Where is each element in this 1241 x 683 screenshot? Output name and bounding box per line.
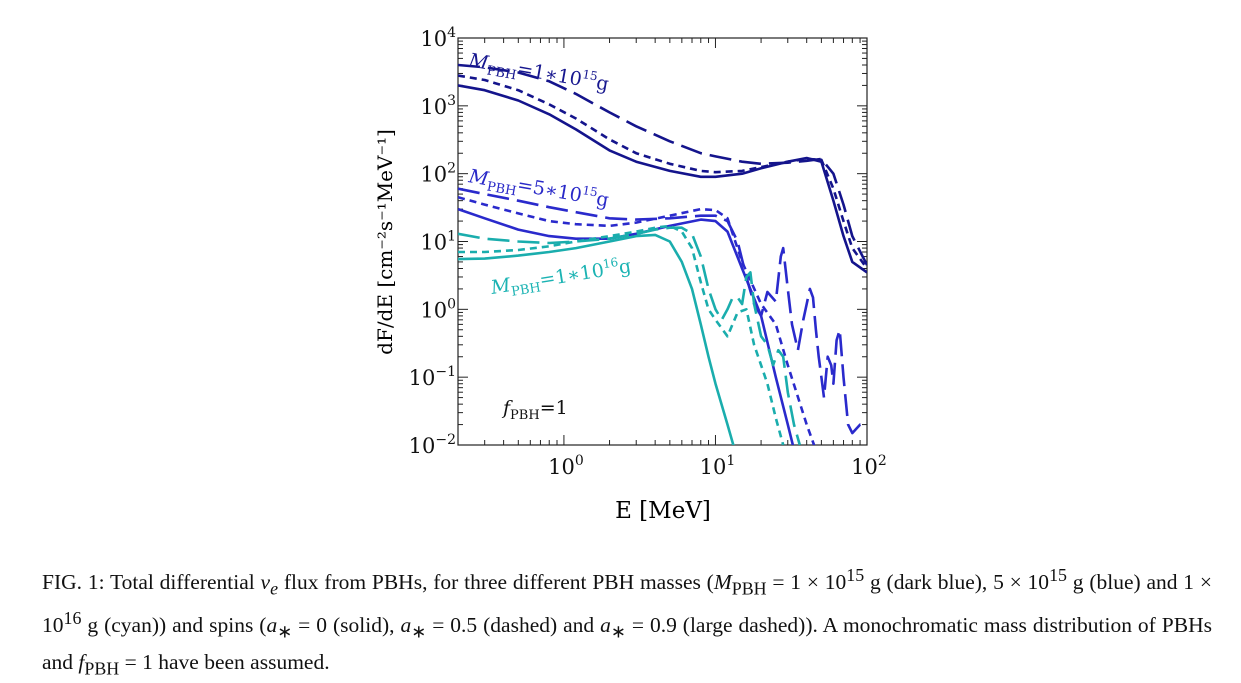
y-tick-label: 10−2 bbox=[409, 432, 456, 458]
x-axis-label: E [MeV] bbox=[615, 498, 711, 524]
series-line-1e15-dashed bbox=[458, 74, 867, 270]
x-tick-label: 101 bbox=[700, 453, 736, 479]
series-line-5e15-longdash bbox=[458, 187, 867, 435]
y-axis-label: dF/dE [cm⁻²s⁻¹MeV⁻¹] bbox=[373, 129, 397, 355]
series-line-5e15-solid bbox=[458, 207, 795, 445]
x-tick-label: 100 bbox=[548, 453, 584, 479]
series-line-1e16-longdash bbox=[458, 226, 802, 445]
figure-caption: FIG. 1: Total differential νe flux from … bbox=[42, 565, 1212, 679]
chart-figure: 100 101 102 10−2 10−1 100 101 102 103 104 E [MeV]… bbox=[373, 25, 887, 524]
y-tick-label: 100 bbox=[420, 296, 456, 322]
series-line-1e16-dashed bbox=[458, 224, 785, 445]
y-tick-label: 101 bbox=[420, 229, 456, 255]
tick-labels: 100 101 102 10−2 10−1 100 101 102 103 104 bbox=[409, 25, 887, 479]
series-line-5e15-dashed bbox=[458, 195, 816, 445]
series-line-1e16-solid bbox=[458, 233, 735, 445]
y-tick-label: 10−1 bbox=[409, 364, 456, 390]
y-tick-label: 102 bbox=[420, 161, 456, 187]
series-group bbox=[458, 63, 867, 445]
series-line-1e15-longdash bbox=[458, 63, 867, 266]
annotation-fpbh: fPBH=1 bbox=[501, 397, 568, 423]
x-tick-label: 102 bbox=[851, 453, 887, 479]
series-line-1e15-solid bbox=[458, 84, 867, 274]
y-tick-label: 103 bbox=[420, 93, 456, 119]
annotation-mass-1e16: MPBH=1∗1016g bbox=[488, 253, 633, 303]
y-tick-label: 104 bbox=[420, 25, 456, 51]
annotation-mass-5e15: MPBH=5∗1015g bbox=[465, 163, 610, 215]
